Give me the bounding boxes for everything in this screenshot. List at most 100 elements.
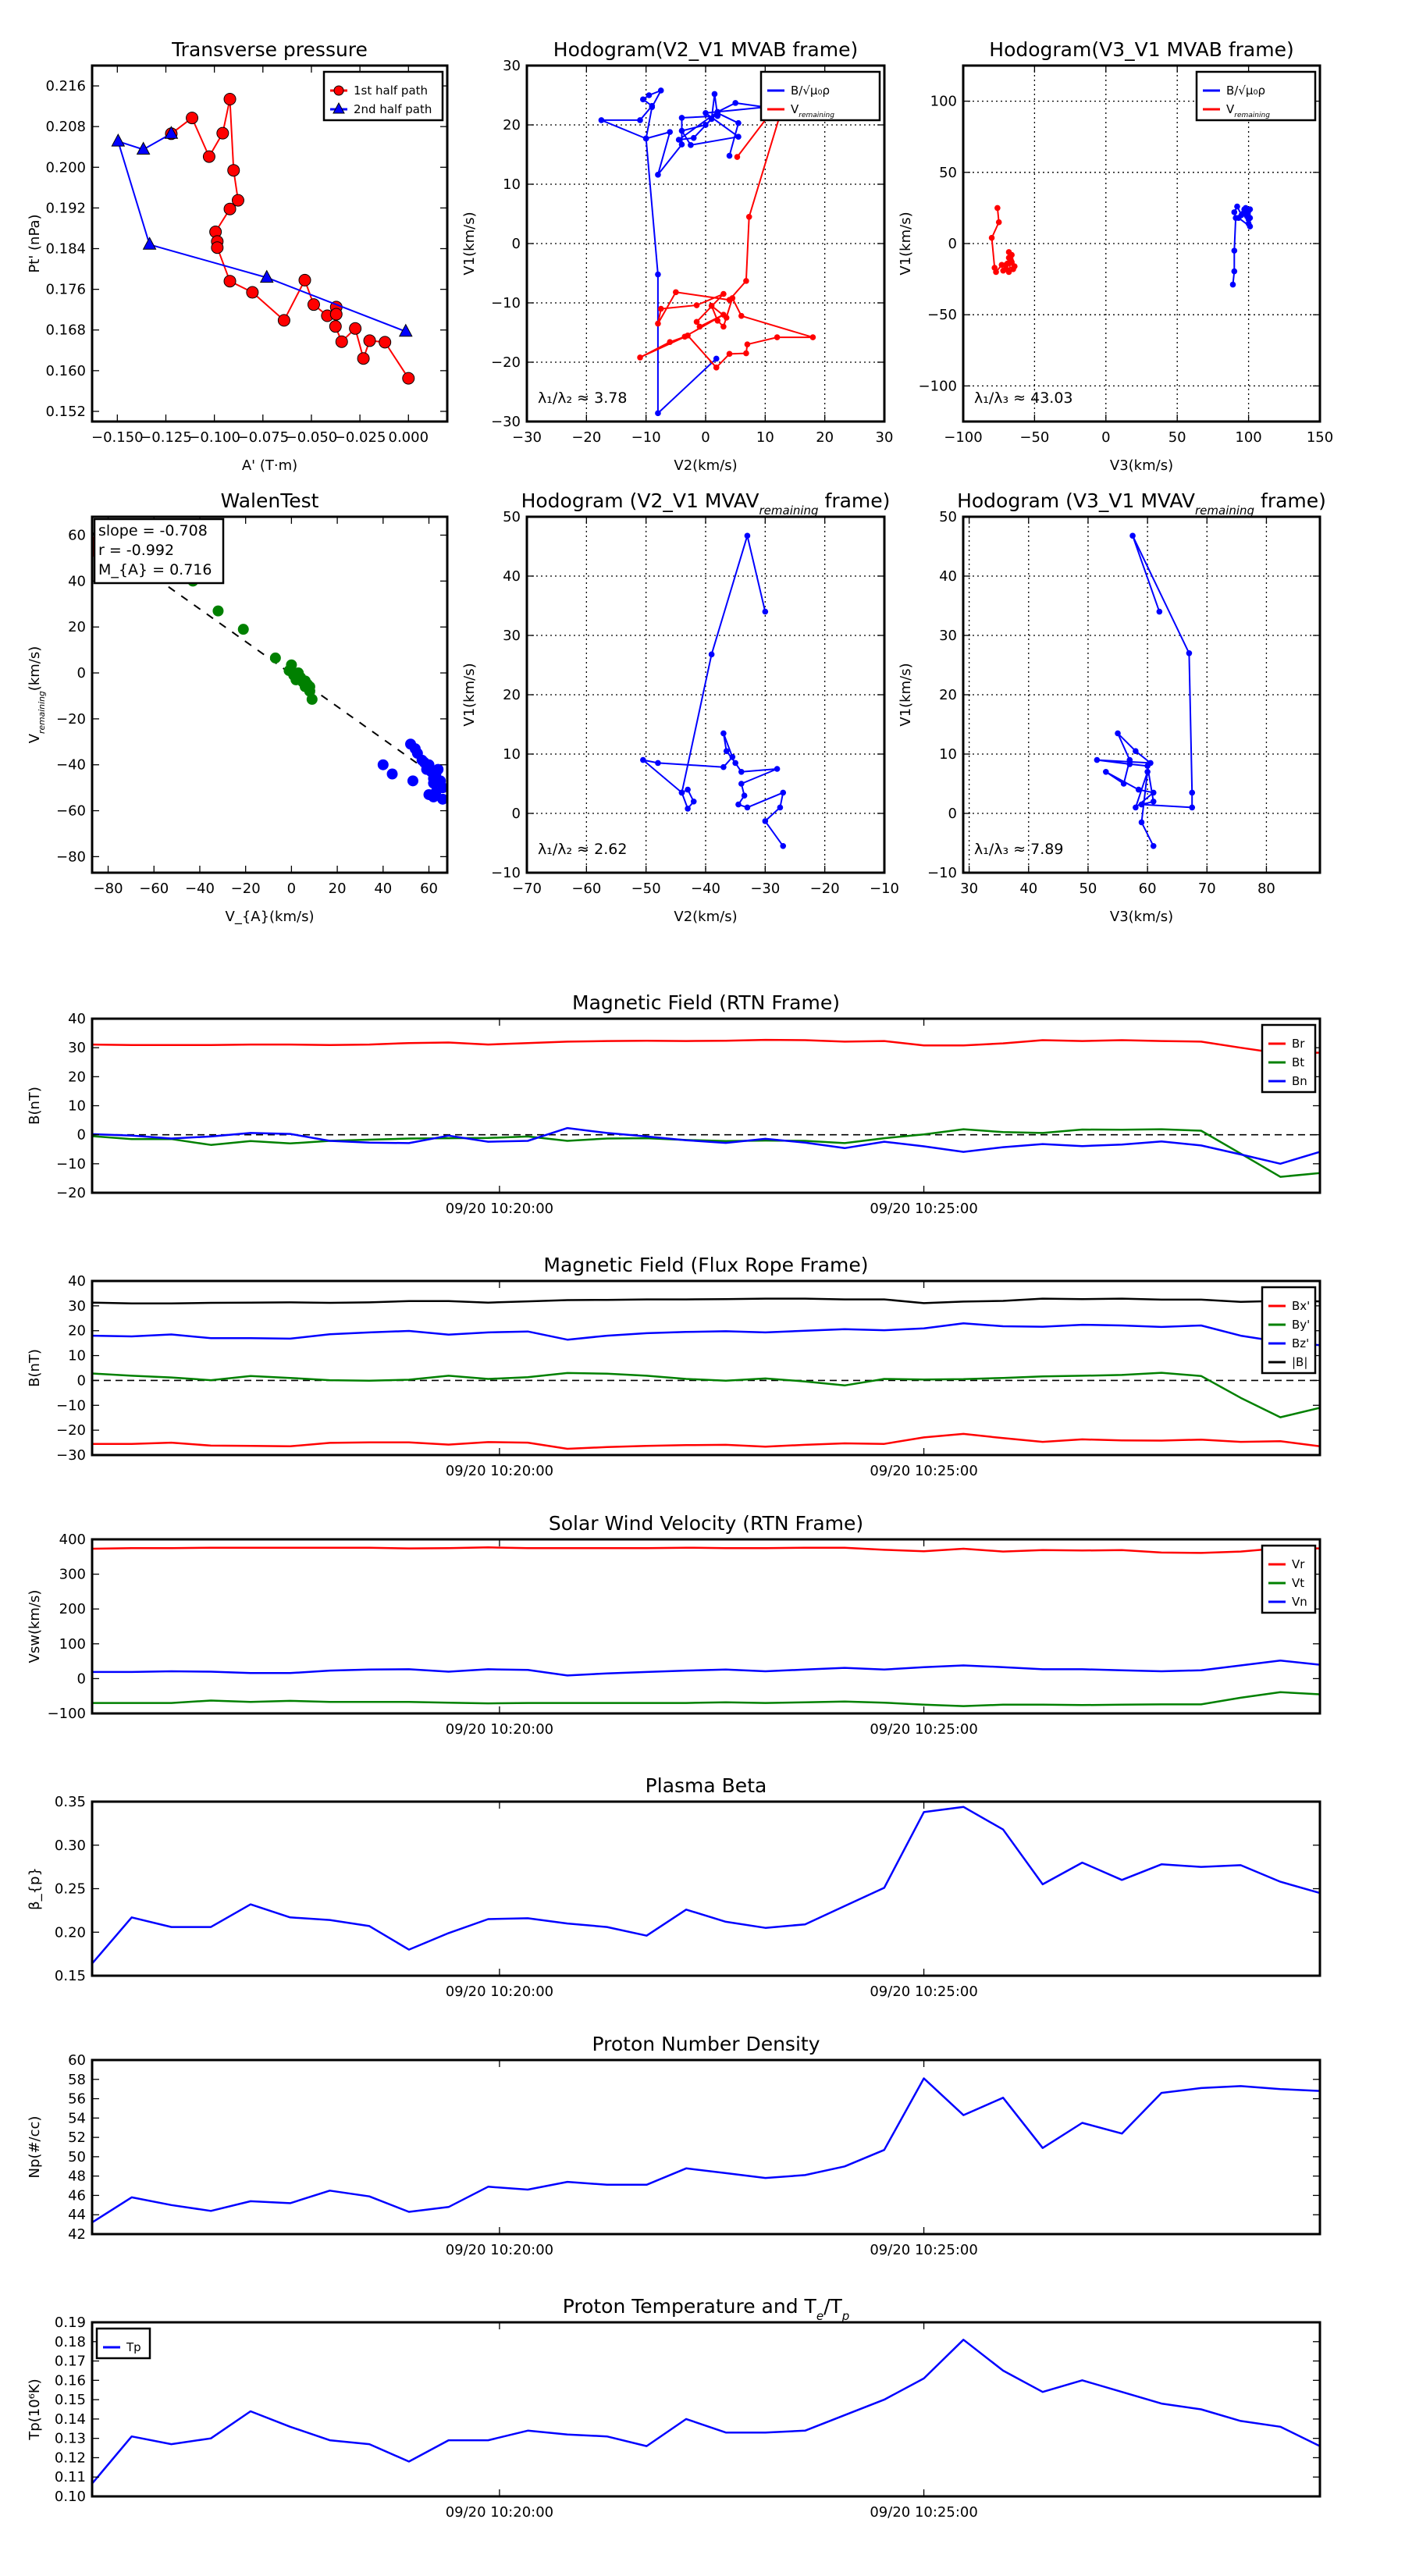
text-span: −20 [810, 881, 840, 897]
data-point [809, 334, 816, 340]
data-point [216, 126, 229, 140]
text-span: V1(km/s) [461, 663, 478, 726]
text-span: Vr [1292, 1557, 1305, 1571]
text-span: V [27, 733, 43, 743]
text-span: λ₁/λ₃ ≈ 43.03 [974, 390, 1073, 407]
x-tick-label: −0.100 [188, 429, 240, 446]
data-point [1150, 799, 1157, 805]
text-span: 30 [960, 881, 978, 897]
legend-marker [333, 101, 345, 114]
text-span: 40 [68, 1273, 86, 1290]
x-tick-label: 0 [287, 881, 296, 897]
y-axis-label: V1(km/s) [461, 212, 478, 275]
subscript-text: remaining [799, 112, 834, 119]
data-point [762, 608, 769, 615]
text-span: 0.160 [45, 363, 86, 379]
text-span: Bt [1292, 1055, 1304, 1069]
x-tick-label: −0.025 [334, 429, 386, 446]
axes-frame [91, 2321, 1321, 2498]
text-span: Hodogram(V3_V1 MVAB frame) [989, 38, 1293, 61]
data-point [335, 335, 348, 348]
data-point [237, 624, 249, 635]
y-tick-label: 0.17 [55, 2354, 86, 2370]
text-span: B(nT) [27, 1087, 43, 1125]
legend: B/√μ₀ρ Vremaining [759, 70, 881, 122]
text-span: −30 [750, 881, 780, 897]
text-span: −40 [691, 881, 720, 897]
text-span: 0.152 [45, 404, 86, 420]
data-point [212, 605, 224, 617]
series-line-bt [92, 1128, 1320, 1178]
data-point [774, 766, 781, 772]
text-span: 70 [1198, 881, 1216, 897]
data-point [1133, 748, 1139, 754]
y-axis-label: Np(#/cc) [27, 2116, 43, 2179]
text-span: 300 [59, 1567, 86, 1583]
legend-marker [333, 85, 344, 96]
data-point [227, 164, 240, 177]
text-span: By' [1292, 1318, 1310, 1332]
eigenvalue-ratio-label: λ₁/λ₃ ≈ 43.03 [974, 390, 1073, 407]
text-span: 10 [503, 746, 521, 763]
data-point [685, 806, 691, 812]
y-tick-label: −100 [919, 378, 957, 394]
text-span: 0 [77, 1372, 86, 1389]
y-tick-label: 50 [939, 165, 957, 181]
text-span: 0 [77, 1127, 86, 1144]
text-span: 10 [68, 1348, 86, 1364]
data-point [223, 275, 237, 288]
text-span: Hodogram (V2_V1 MVAV [521, 489, 759, 512]
y-tick-label: 0 [77, 1372, 86, 1389]
x-tick-label: −30 [512, 429, 542, 446]
x-tick-label: −20 [231, 881, 261, 897]
data-point [329, 308, 343, 321]
plot-area [527, 517, 884, 873]
text-span: 0.15 [55, 1968, 86, 1984]
x-tick-label: 80 [1257, 881, 1275, 897]
y-tick-label: 0.10 [55, 2489, 86, 2505]
text-span: 60 [420, 881, 438, 897]
text-span: 50 [1168, 429, 1186, 446]
x-axis-label: A' (T·m) [242, 457, 297, 474]
y-tick-label: 0.30 [55, 1838, 86, 1854]
y-tick-label: −40 [56, 757, 86, 774]
text-span: WalenTest [221, 489, 319, 512]
text-span: Vsw(km/s) [27, 1590, 43, 1663]
text-span: λ₁/λ₂ ≈ 2.62 [538, 841, 627, 858]
text-span: −100 [944, 429, 982, 446]
chart-8: 09/20 10:20:00 09/20 10:25:00 −100 0 100 200 3… [27, 1512, 1321, 1738]
plot-area [92, 2077, 1320, 2224]
text-span: 0.14 [55, 2411, 86, 2428]
text-span: 10 [68, 1098, 86, 1115]
text-span: 0 [1101, 429, 1110, 446]
subscript-text: remaining [759, 503, 819, 518]
data-point [657, 305, 664, 312]
text-span: 40 [68, 1011, 86, 1027]
y-tick-label: 58 [68, 2072, 86, 2088]
y-tick-label: 30 [939, 628, 957, 644]
y-tick-label: −30 [491, 414, 521, 430]
text-span: −100 [919, 378, 957, 394]
data-point [649, 104, 656, 110]
text-span: −10 [927, 865, 957, 881]
text-span: Br [1292, 1037, 1305, 1051]
plot-area [92, 1038, 1320, 1178]
x-tick-label: 20 [329, 881, 347, 897]
plot-area [111, 92, 415, 385]
text-span: −20 [56, 711, 86, 728]
text-span: 0.25 [55, 1881, 86, 1898]
data-point [1103, 769, 1109, 775]
data-point [1147, 760, 1154, 767]
data-point [223, 202, 237, 215]
y-tick-label: 0.152 [45, 404, 86, 420]
y-tick-label: 0 [512, 806, 521, 822]
legend: Tp [95, 2327, 151, 2360]
x-tick-label: 20 [816, 429, 834, 446]
text-span: 0.16 [55, 2372, 86, 2389]
y-tick-label: 40 [68, 1273, 86, 1290]
text-span: 09/20 10:20:00 [446, 1201, 553, 1217]
text-span: −80 [94, 881, 123, 897]
text-span: Tp [126, 2340, 141, 2354]
x-tick-label: 70 [1198, 881, 1216, 897]
data-point [723, 315, 730, 321]
